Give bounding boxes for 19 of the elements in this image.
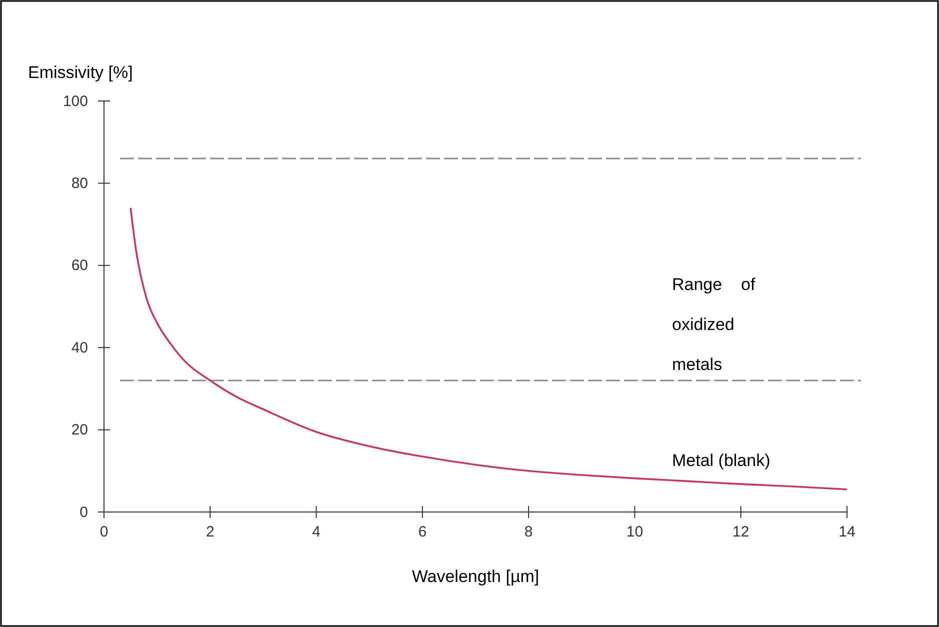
text: Range of oxidized metals [672, 275, 756, 374]
x-tick-label: 6 [418, 524, 427, 541]
y-tick-label: 80 [71, 175, 88, 192]
line-series [130, 206, 848, 490]
x-axis-title: Wavelength [µm] [412, 567, 540, 586]
x-tick-label: 14 [838, 524, 856, 541]
x-tick-label: 10 [626, 524, 644, 541]
y-tick-label: 60 [71, 257, 88, 274]
y-tick-label: 40 [71, 339, 88, 356]
y-tick-label: 0 [80, 504, 88, 521]
y-tick-label: 100 [62, 92, 88, 110]
y-tick-label: 20 [71, 422, 88, 439]
x-tick-label: 0 [100, 524, 108, 541]
y-axis-title: Emissivity [%] [28, 63, 133, 82]
x-tick-label: 4 [312, 524, 320, 541]
x-tick-label: 12 [732, 524, 750, 541]
x-tick-label: 2 [206, 524, 214, 541]
x-tick-label: 8 [524, 524, 533, 541]
annotation: Metal (blank) [672, 451, 770, 470]
